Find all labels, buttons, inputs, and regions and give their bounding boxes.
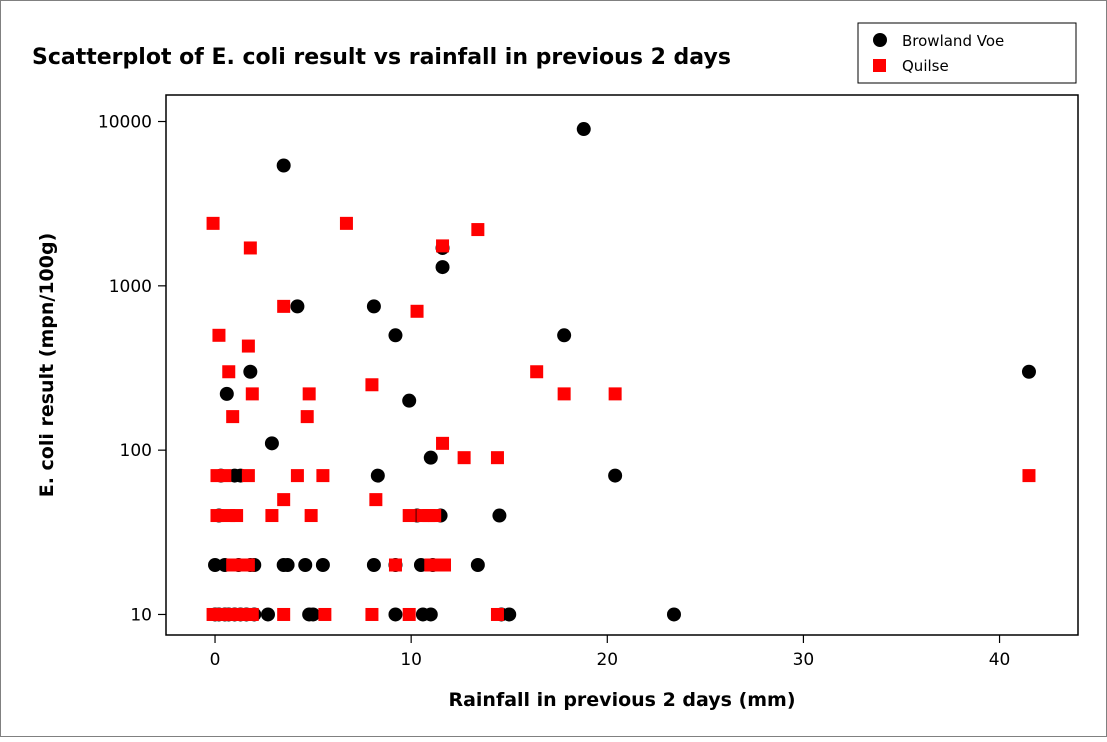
data-point-browland-voe [315, 558, 330, 573]
data-point-quilse [277, 607, 291, 621]
data-point-quilse [212, 328, 226, 342]
data-point-quilse [210, 509, 224, 523]
y-tick-label: 10 [130, 605, 152, 625]
chart-title: Scatterplot of E. coli result vs rainfal… [32, 45, 731, 70]
data-point-quilse [277, 493, 291, 507]
data-point-browland-voe [208, 558, 223, 573]
data-point-quilse [402, 607, 416, 621]
data-point-quilse [490, 451, 504, 465]
data-point-browland-voe [388, 328, 403, 343]
data-point-quilse [365, 607, 379, 621]
data-point-quilse [402, 509, 416, 523]
y-tick-label: 100 [120, 441, 152, 461]
data-point-quilse [243, 241, 257, 255]
data-point-browland-voe [276, 158, 291, 173]
data-point-quilse [388, 558, 402, 572]
data-point-quilse [438, 558, 452, 572]
legend: Browland Voe Quilse [857, 22, 1077, 84]
data-point-quilse [339, 216, 353, 230]
data-point-browland-voe [423, 607, 438, 622]
x-tick-label: 10 [400, 650, 422, 670]
data-point-browland-voe [492, 508, 507, 523]
data-point-browland-voe [470, 558, 485, 573]
data-point-browland-voe [280, 558, 295, 573]
data-point-browland-voe [370, 468, 385, 483]
plot-area [165, 94, 1079, 636]
data-point-quilse [557, 387, 571, 401]
data-point-browland-voe [219, 386, 234, 401]
y-tick-label: 10000 [98, 113, 152, 133]
legend-label-quilse: Quilse [902, 57, 949, 75]
data-point-quilse [230, 509, 244, 523]
data-point-quilse [436, 436, 450, 450]
data-point-quilse [428, 509, 442, 523]
data-point-quilse [471, 223, 485, 237]
data-point-browland-voe [290, 299, 305, 314]
data-point-browland-voe [502, 607, 517, 622]
data-point-quilse [206, 216, 220, 230]
data-point-quilse [457, 451, 471, 465]
y-tick-label: 1000 [109, 277, 152, 297]
data-point-quilse [318, 607, 332, 621]
x-tick-label: 30 [793, 650, 815, 670]
data-point-quilse [226, 558, 240, 572]
legend-marker-quilse [873, 59, 886, 72]
y-axis-label: E. coli result (mpn/100g) [36, 233, 58, 498]
data-point-quilse [245, 387, 259, 401]
data-point-browland-voe [388, 607, 403, 622]
legend-marker-browland-voe [873, 33, 887, 47]
data-point-browland-voe [366, 299, 381, 314]
data-point-quilse [265, 509, 279, 523]
data-points [206, 122, 1036, 622]
data-point-browland-voe [1021, 364, 1036, 379]
data-point-quilse [490, 607, 504, 621]
data-point-browland-voe [666, 607, 681, 622]
data-point-quilse [369, 493, 383, 507]
data-point-browland-voe [423, 450, 438, 465]
data-point-quilse [241, 558, 255, 572]
data-point-quilse [436, 239, 450, 253]
legend-label-browland-voe: Browland Voe [902, 32, 1004, 50]
data-point-quilse [218, 469, 232, 483]
data-point-quilse [277, 299, 291, 313]
x-axis-label: Rainfall in previous 2 days (mm) [448, 689, 795, 711]
data-point-browland-voe [298, 558, 313, 573]
data-point-browland-voe [243, 364, 258, 379]
data-point-browland-voe [435, 260, 450, 275]
legend-box [857, 22, 1077, 84]
data-point-browland-voe [608, 468, 623, 483]
data-point-quilse [530, 365, 544, 379]
data-point-quilse [316, 469, 330, 483]
data-point-quilse [608, 387, 622, 401]
data-point-quilse [226, 410, 240, 424]
data-point-quilse [241, 469, 255, 483]
data-point-quilse [290, 469, 304, 483]
data-point-browland-voe [557, 328, 572, 343]
x-tick-label: 40 [989, 650, 1011, 670]
data-point-browland-voe [260, 607, 275, 622]
data-point-quilse [410, 304, 424, 318]
data-point-quilse [222, 365, 236, 379]
x-axis: 0 10 20 30 40 [210, 635, 1011, 670]
data-point-browland-voe [306, 607, 321, 622]
data-point-quilse [241, 339, 255, 353]
x-tick-label: 20 [596, 650, 618, 670]
x-tick-label: 0 [210, 650, 221, 670]
data-point-quilse [214, 607, 228, 621]
data-point-browland-voe [576, 122, 591, 137]
data-point-quilse [304, 509, 318, 523]
data-point-quilse [300, 410, 314, 424]
data-point-quilse [245, 607, 259, 621]
y-axis: 10 100 1000 10000 [98, 113, 166, 625]
data-point-browland-voe [402, 393, 417, 408]
data-point-browland-voe [366, 558, 381, 573]
data-point-quilse [1022, 469, 1036, 483]
data-point-browland-voe [264, 436, 279, 451]
data-point-quilse [365, 378, 379, 392]
data-point-quilse [302, 387, 316, 401]
